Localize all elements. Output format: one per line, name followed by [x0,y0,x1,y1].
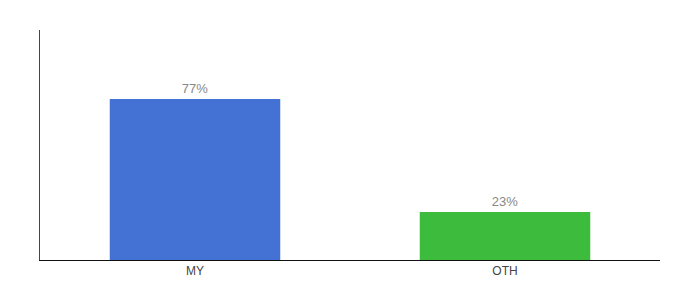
svg-text:77%: 77% [182,81,208,96]
svg-text:23%: 23% [492,194,518,209]
svg-text:MY: MY [186,264,204,278]
svg-text:OTH: OTH [492,264,517,278]
